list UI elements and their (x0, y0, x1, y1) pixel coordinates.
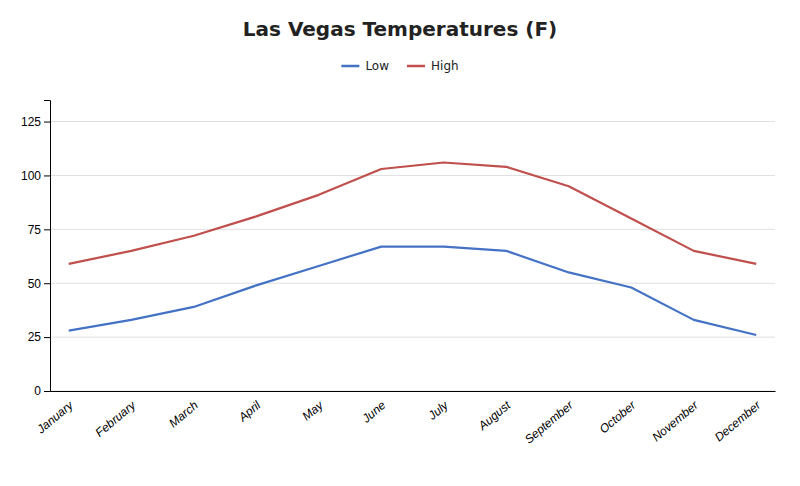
x-tick-label: December (712, 397, 764, 444)
x-tick-label: January (33, 397, 76, 436)
y-axis-line (44, 101, 51, 392)
series-line (69, 163, 757, 264)
title: Las Vegas Temperatures (F) (243, 17, 557, 41)
lines (69, 163, 757, 335)
x-axis: January February March April May June July Augu… (33, 392, 775, 447)
x-tick: June (359, 398, 389, 426)
y-tick: 25 (28, 330, 50, 344)
x-tick: February (93, 397, 140, 439)
y-tick-label: 25 (28, 330, 42, 344)
legend-label: High (431, 59, 459, 73)
y-tick-mark (44, 337, 50, 338)
y-tick-label: 100 (21, 169, 41, 183)
legend-swatch (407, 65, 425, 68)
x-tick: December (712, 397, 764, 444)
x-tick-label: May (299, 397, 326, 423)
x-tick: April (235, 398, 263, 425)
x-tick: May (299, 397, 326, 423)
x-tick: July (425, 397, 452, 423)
grid-line (50, 337, 775, 338)
y-tick-mark (44, 122, 50, 123)
x-tick: January (33, 397, 76, 436)
x-tick-label: August (475, 398, 514, 434)
y-tick-label: 125 (21, 115, 41, 129)
x-tick: August (475, 398, 514, 434)
x-tick-label: July (425, 397, 452, 423)
x-tick-label: March (166, 398, 201, 430)
x-tick-label: February (93, 397, 140, 439)
legend-item: High (407, 59, 459, 73)
x-tick: March (166, 398, 201, 430)
grid (50, 122, 775, 391)
x-tick: October (597, 397, 639, 436)
x-tick-label: September (522, 397, 577, 446)
x-tick-label: April (235, 398, 263, 425)
y-tick: 125 (21, 115, 50, 129)
grid-line (50, 121, 775, 122)
y-tick-mark (44, 229, 50, 230)
chart: Las Vegas Temperatures (F) 0 25 50 75 100 125 J… (0, 0, 800, 486)
grid-line (50, 175, 775, 176)
grid-line (50, 283, 775, 284)
y-tick-mark (44, 283, 50, 284)
y-tick: 75 (28, 223, 50, 237)
y-axis: 0 25 50 75 100 125 (21, 101, 51, 399)
y-tick: 50 (28, 277, 50, 291)
y-tick-mark (44, 391, 50, 392)
y-tick: 100 (21, 169, 50, 183)
x-tick-label: June (359, 398, 389, 426)
x-tick: November (649, 397, 701, 444)
grid-line (50, 229, 775, 230)
x-tick-label: October (597, 397, 639, 436)
y-tick-label: 75 (28, 223, 42, 237)
y-tick: 0 (34, 384, 50, 398)
x-tick-label: November (649, 397, 701, 444)
x-axis-line (51, 391, 776, 392)
series-line (69, 247, 757, 335)
legend-item: Low (341, 59, 389, 73)
y-tick-mark (44, 175, 50, 176)
y-tick-label: 50 (28, 277, 42, 291)
legend: Low High (341, 59, 458, 73)
grid-line (50, 391, 775, 392)
y-tick-label: 0 (34, 384, 41, 398)
plot: 0 25 50 75 100 125 January February March April Ma… (21, 101, 776, 447)
x-tick: September (522, 397, 577, 446)
legend-label: Low (365, 59, 389, 73)
legend-swatch (341, 65, 359, 68)
